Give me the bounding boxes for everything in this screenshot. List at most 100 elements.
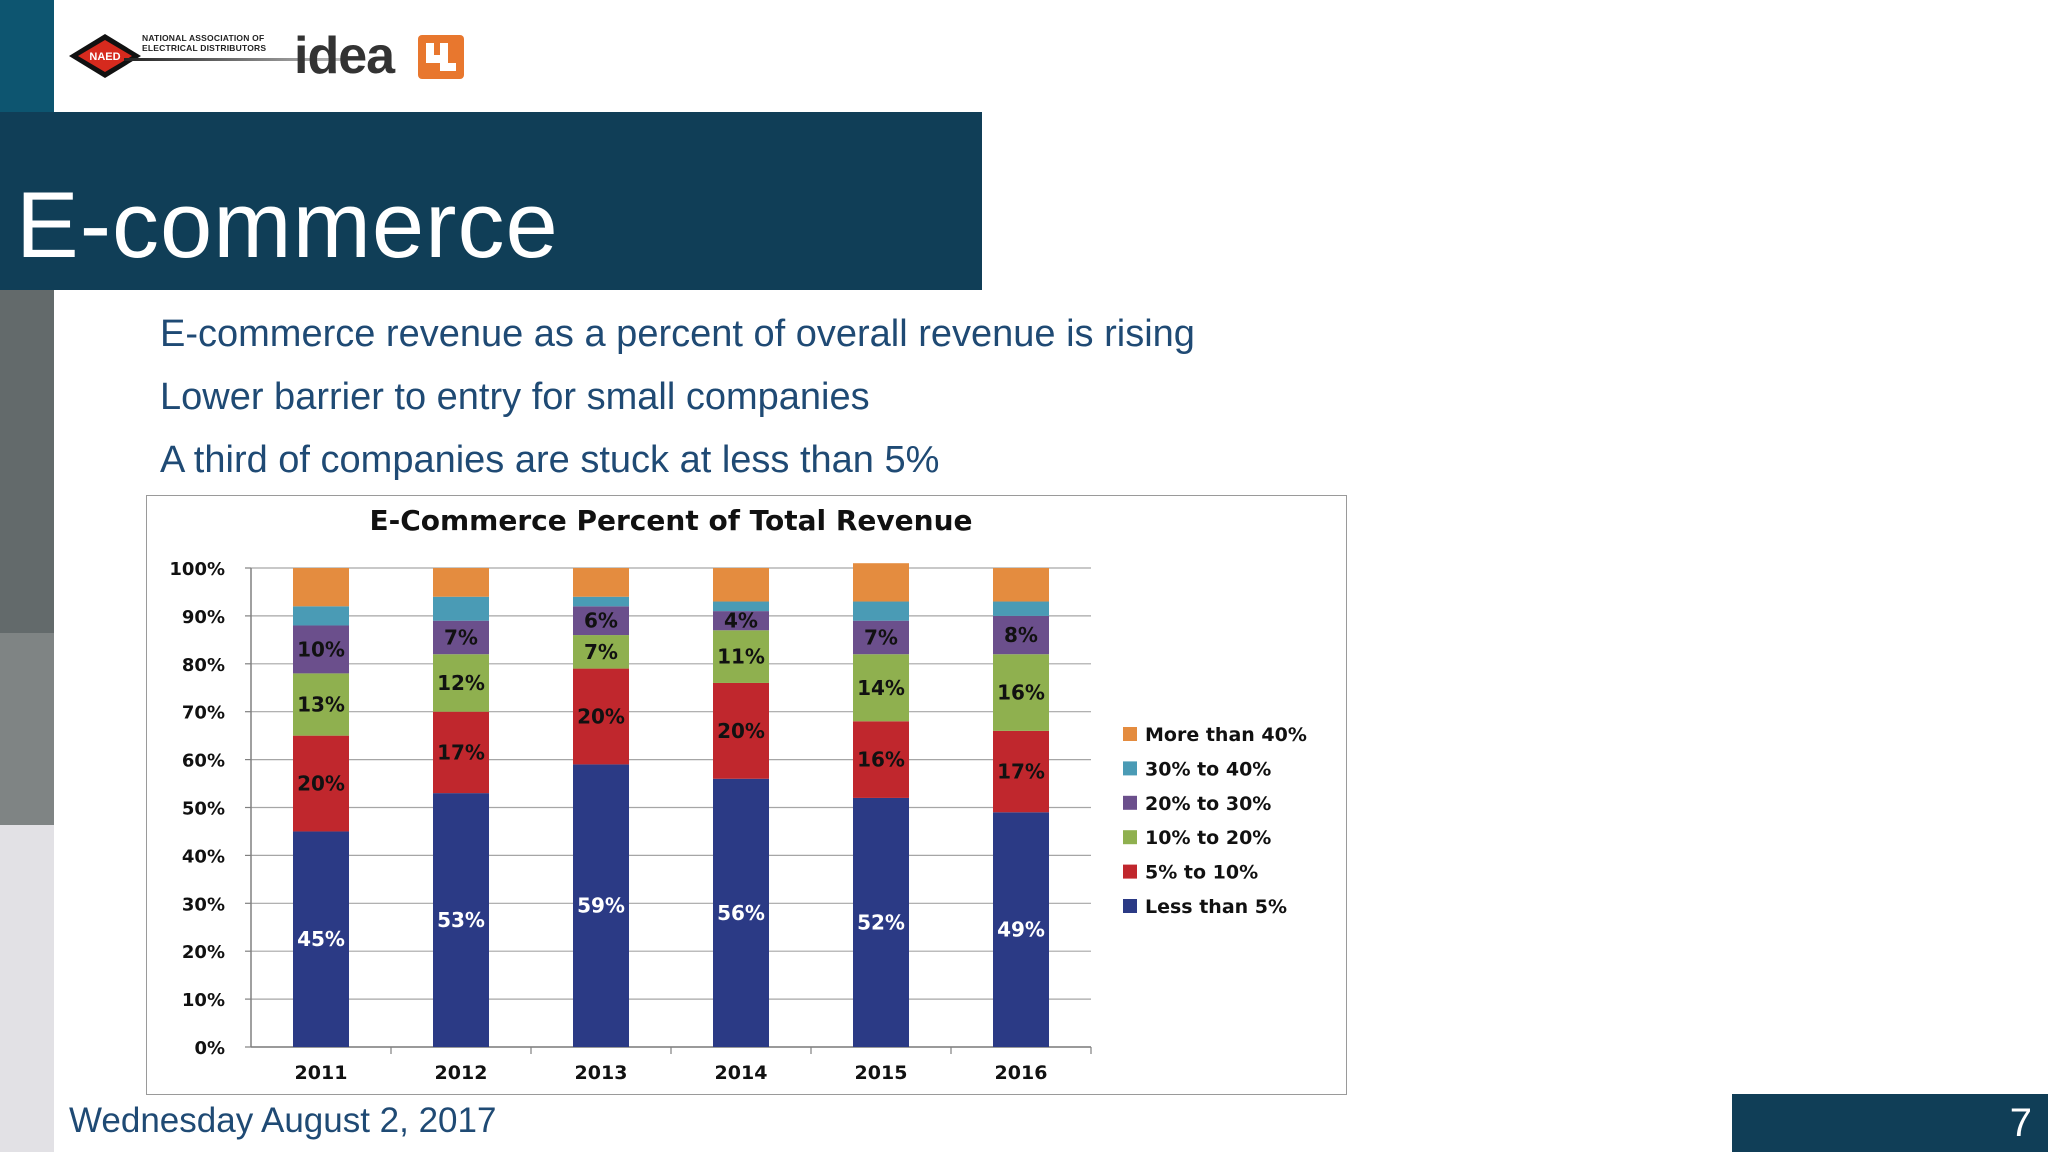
bar-segment (853, 654, 909, 722)
legend-label: 30% to 40% (1145, 758, 1271, 780)
bar-segment (433, 596, 489, 621)
y-tick-label: 30% (182, 894, 225, 915)
bar-segment (993, 730, 1049, 813)
data-label: 8% (1004, 623, 1038, 647)
bar-segment (713, 568, 769, 602)
data-label: 12% (437, 671, 485, 695)
y-tick-label: 60% (182, 751, 225, 772)
bar-segment (433, 620, 489, 655)
bar-segment (433, 568, 489, 597)
bar-segment (573, 635, 629, 669)
data-label: 14% (857, 676, 905, 700)
chart-title: E-Commerce Percent of Total Revenue (369, 504, 972, 537)
data-label: 20% (577, 704, 625, 728)
bar-segment (993, 812, 1049, 1047)
left-accent-strip (0, 0, 54, 112)
bar-segment (853, 563, 909, 602)
bar-segment (573, 568, 629, 597)
legend-label: 5% to 10% (1145, 862, 1258, 884)
bar-segment (993, 654, 1049, 731)
legend-label: More than 40% (1145, 724, 1307, 746)
bar-segment (853, 601, 909, 621)
bar-segment (293, 735, 349, 832)
bar-segment (573, 668, 629, 765)
logo-swoosh (124, 58, 344, 61)
data-label: 17% (437, 740, 485, 764)
bar-segment (853, 797, 909, 1047)
y-tick-label: 10% (182, 990, 225, 1011)
idea-logo-icon (418, 35, 464, 79)
x-tick-label: 2015 (855, 1062, 908, 1084)
bar-segment (713, 611, 769, 631)
legend-label: 10% to 20% (1145, 827, 1271, 849)
stacked-bar-chart: E-Commerce Percent of Total Revenue 0% 10%… (169, 504, 1307, 1084)
x-tick-label: 2012 (435, 1062, 488, 1084)
bar-segment (433, 711, 489, 794)
bar-segment (993, 615, 1049, 655)
y-tick-label: 40% (182, 846, 225, 867)
slide-date: Wednesday August 2, 2017 (69, 1101, 497, 1140)
data-label: 7% (444, 625, 478, 649)
x-tick-label: 2011 (295, 1062, 348, 1084)
title-banner: E-commerce (0, 112, 982, 290)
org-name: NATIONAL ASSOCIATION OF ELECTRICAL DISTR… (142, 33, 266, 53)
legend-label: 20% to 30% (1145, 793, 1271, 815)
naed-logo-icon: NAED (69, 34, 141, 78)
bar-segment (993, 568, 1049, 602)
data-label: 4% (724, 609, 758, 633)
bar-segment (293, 606, 349, 626)
bar-segment (573, 764, 629, 1047)
data-label: 49% (997, 918, 1045, 942)
data-label: 16% (857, 748, 905, 772)
legend-swatch (1123, 899, 1137, 913)
left-accent-strip (0, 633, 54, 825)
legend-swatch (1123, 727, 1137, 741)
bar-segment (993, 601, 1049, 616)
legend-swatch (1123, 795, 1137, 810)
bullet-item: Lower barrier to entry for small compani… (160, 376, 870, 418)
data-label: 13% (297, 693, 345, 717)
bullet-list: E-commerce revenue as a percent of overa… (160, 306, 1195, 495)
bar-segment (713, 630, 769, 683)
x-tick-label: 2013 (575, 1062, 628, 1084)
legend-swatch (1123, 864, 1137, 879)
bar-segment (573, 606, 629, 636)
y-tick-label: 20% (182, 942, 225, 963)
data-label: 7% (584, 640, 618, 664)
data-label: 11% (717, 645, 765, 669)
y-tick-label: 80% (182, 655, 225, 676)
data-label: 52% (857, 910, 905, 934)
data-label: 17% (997, 760, 1045, 784)
bar-segment (433, 793, 489, 1047)
data-label: 7% (864, 625, 898, 649)
page-number-box: 7 (1732, 1094, 2048, 1152)
bar-segment (293, 568, 349, 607)
page-number: 7 (2009, 1101, 2032, 1145)
bar-segment (853, 721, 909, 798)
bar-segment (573, 596, 629, 607)
naed-badge-text: NAED (89, 51, 120, 63)
data-label: 59% (577, 894, 625, 918)
slide-title: E-commerce (16, 172, 559, 277)
data-label: 16% (997, 681, 1045, 705)
data-label: 20% (717, 719, 765, 743)
y-tick-label: 50% (182, 799, 225, 820)
data-label: 53% (437, 908, 485, 932)
y-tick-label: 90% (182, 607, 225, 628)
bar-segment (713, 601, 769, 612)
bar-segment (293, 831, 349, 1047)
bullet-item: A third of companies are stuck at less t… (160, 439, 940, 481)
legend-swatch (1123, 830, 1137, 845)
org-name-line1: NATIONAL ASSOCIATION OF (142, 33, 265, 43)
data-label: 20% (297, 772, 345, 796)
left-accent-strip (0, 825, 54, 1152)
bar-segment (853, 620, 909, 655)
org-name-line2: ELECTRICAL DISTRIBUTORS (142, 43, 267, 53)
legend-swatch (1123, 761, 1137, 776)
data-label: 10% (297, 637, 345, 661)
bullet-item: E-commerce revenue as a percent of overa… (160, 313, 1195, 355)
left-accent-strip (0, 290, 54, 633)
header-logos: NAED NATIONAL ASSOCIATION OF ELECTRICAL … (66, 30, 486, 82)
data-label: 56% (717, 901, 765, 925)
x-tick-label: 2016 (995, 1062, 1048, 1084)
